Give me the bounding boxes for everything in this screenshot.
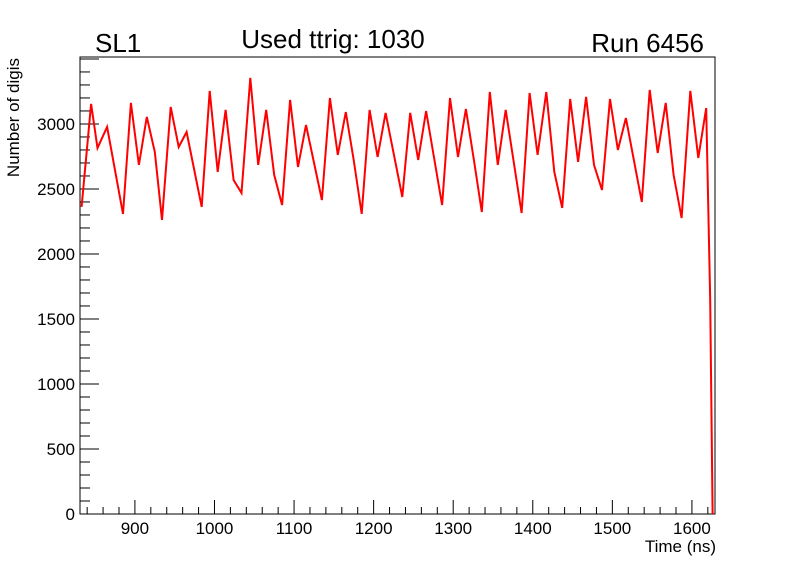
label-sl: SL1 — [95, 28, 141, 58]
x-axis-label: Time (ns) — [645, 537, 716, 556]
x-tick-label: 1300 — [434, 519, 472, 538]
y-tick-label: 1500 — [37, 310, 75, 329]
x-tick-label: 1200 — [355, 519, 393, 538]
y-axis-label: Number of digis — [4, 58, 23, 177]
x-tick-label: 900 — [121, 519, 149, 538]
plot-frame — [79, 56, 716, 515]
label-run: Run 6456 — [591, 28, 704, 58]
axes — [79, 56, 716, 515]
x-tick-label: 1000 — [196, 519, 234, 538]
series-line-digis — [80, 77, 714, 515]
x-tick-label: 1600 — [673, 519, 711, 538]
y-tick-label: 3000 — [37, 115, 75, 134]
chart-title: Used ttrig: 1030 — [241, 24, 425, 54]
x-tick-label: 1500 — [593, 519, 631, 538]
x-tick-label: 1100 — [276, 519, 313, 538]
x-tick-label: 1400 — [514, 519, 552, 538]
y-tick-label: 0 — [66, 505, 75, 524]
y-tick-label: 2000 — [37, 245, 75, 264]
y-tick-label: 500 — [47, 440, 75, 459]
y-tick-label: 1000 — [37, 375, 75, 394]
tick-labels: 900 1000 1100 1200 1300 1400 1500 1600 0 500 1000 1… — [37, 115, 711, 538]
y-tick-label: 2500 — [37, 180, 75, 199]
